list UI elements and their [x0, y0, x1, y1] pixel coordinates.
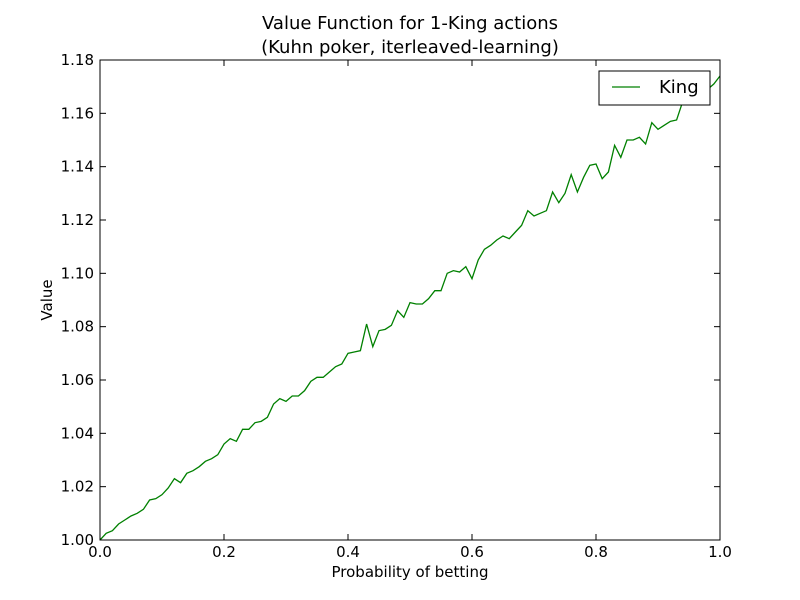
- y-tick-label: 1.06: [61, 371, 94, 389]
- y-tick-label: 1.12: [61, 211, 94, 229]
- y-tick-label: 1.08: [61, 318, 94, 336]
- x-tick-label: 0.8: [584, 543, 608, 561]
- x-axis-label: Probability of betting: [332, 563, 489, 581]
- x-tick-label: 1.0: [708, 543, 732, 561]
- x-tick-label: 0.4: [336, 543, 360, 561]
- series-line-king: [100, 75, 720, 540]
- y-tick-label: 1.10: [61, 264, 94, 282]
- y-tick-label: 1.14: [61, 158, 94, 176]
- y-tick-label: 1.02: [61, 478, 94, 496]
- chart-title: Value Function for 1-King actions: [262, 13, 558, 34]
- legend: King: [598, 70, 711, 106]
- x-tick-label: 0.0: [88, 543, 112, 561]
- y-tick-label: 1.00: [61, 531, 94, 549]
- y-tick-label: 1.04: [61, 424, 94, 442]
- chart-subtitle: (Kuhn poker, iterleaved-learning): [261, 37, 559, 58]
- y-tick-label: 1.16: [61, 104, 94, 122]
- x-tick-label: 0.6: [460, 543, 484, 561]
- x-tick-label: 0.2: [212, 543, 236, 561]
- legend-box: [598, 70, 711, 106]
- plot-area: [100, 60, 720, 540]
- y-tick-label: 1.18: [61, 51, 94, 69]
- plot-frame: [99, 59, 721, 541]
- legend-label-king: King: [659, 77, 699, 98]
- y-axis-label: Value: [38, 279, 56, 320]
